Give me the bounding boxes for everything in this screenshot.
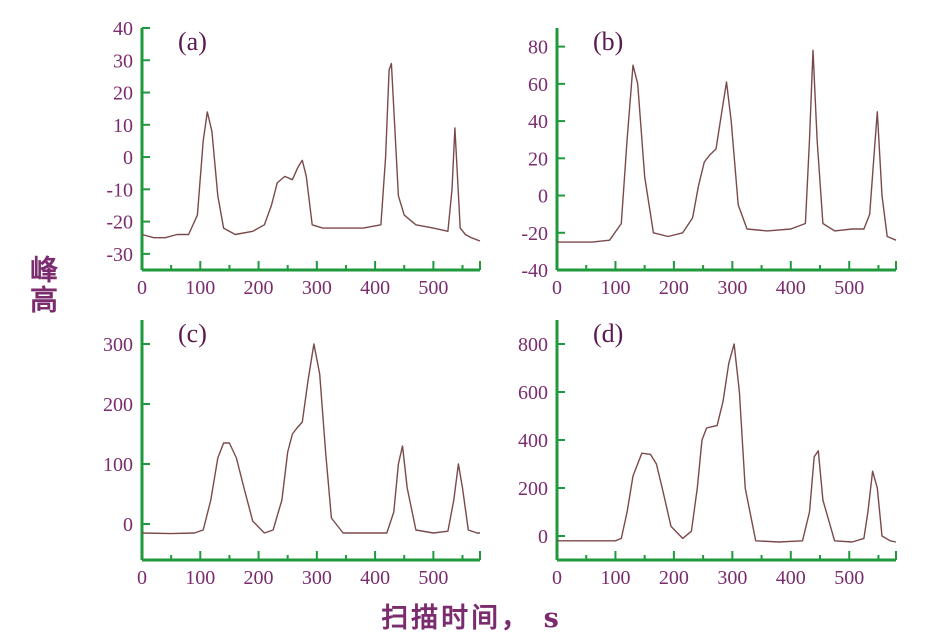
x-tick-label: 0 bbox=[552, 567, 562, 589]
y-tick-label: 40 bbox=[528, 111, 548, 133]
y-tick-label: 20 bbox=[528, 148, 548, 170]
x-tick-label: 400 bbox=[776, 277, 806, 299]
panel-label: (d) bbox=[593, 319, 623, 348]
y-tick-label: 400 bbox=[518, 430, 548, 452]
y-tick-label: 200 bbox=[103, 394, 133, 416]
x-tick-label: 300 bbox=[717, 277, 747, 299]
y-tick-label: 30 bbox=[113, 50, 133, 72]
x-tick-label: 500 bbox=[418, 277, 448, 299]
x-tick-label: 200 bbox=[659, 277, 689, 299]
y-tick-label: 10 bbox=[113, 115, 133, 137]
panel-4: 800 600 400 200 00 100 200 300 400 500 (d) bbox=[518, 319, 897, 589]
y-tick-label: 600 bbox=[518, 382, 548, 404]
x-tick-label: 400 bbox=[360, 567, 390, 589]
x-tick-label: 400 bbox=[776, 567, 806, 589]
series-line bbox=[557, 49, 897, 243]
x-tick-label: 100 bbox=[185, 567, 215, 589]
x-tick-label: 200 bbox=[244, 567, 274, 589]
y-tick-label: 0 bbox=[538, 186, 548, 208]
y-tick-label: 20 bbox=[113, 83, 133, 105]
y-tick-label: 0 bbox=[538, 526, 548, 548]
y-tick-label: -30 bbox=[106, 244, 133, 266]
x-tick-label: 500 bbox=[834, 277, 864, 299]
x-tick-label: 0 bbox=[137, 567, 147, 589]
panel-label: (a) bbox=[178, 27, 207, 56]
x-tick-label: 0 bbox=[552, 277, 562, 299]
y-tick-label: 80 bbox=[528, 37, 548, 59]
y-tick-label: 100 bbox=[103, 454, 133, 476]
x-tick-label: 200 bbox=[659, 567, 689, 589]
x-tick-label: 100 bbox=[600, 277, 630, 299]
x-tick-label: 500 bbox=[834, 567, 864, 589]
panel-label: (b) bbox=[593, 27, 623, 56]
x-tick-label: 500 bbox=[418, 567, 448, 589]
y-tick-label: 300 bbox=[103, 334, 133, 356]
y-tick-label: -20 bbox=[106, 212, 133, 234]
y-tick-label: -10 bbox=[106, 179, 133, 201]
x-tick-label: 100 bbox=[185, 277, 215, 299]
x-tick-label: 100 bbox=[600, 567, 630, 589]
y-tick-label: -40 bbox=[521, 260, 548, 282]
y-tick-label: 60 bbox=[528, 74, 548, 96]
y-tick-label: 800 bbox=[518, 334, 548, 356]
y-tick-label: 40 bbox=[113, 18, 133, 40]
x-tick-label: 300 bbox=[302, 567, 332, 589]
x-tick-label: 400 bbox=[360, 277, 390, 299]
x-tick-label: 300 bbox=[717, 567, 747, 589]
y-tick-label: 0 bbox=[123, 514, 133, 536]
y-tick-label: 200 bbox=[518, 478, 548, 500]
y-axis-label: 峰高 bbox=[26, 255, 59, 315]
panel-label: (c) bbox=[178, 319, 207, 348]
x-tick-label: 0 bbox=[137, 277, 147, 299]
y-tick-label: -20 bbox=[521, 223, 548, 245]
x-axis-label: 扫描时间， s bbox=[381, 603, 562, 634]
y-tick-label: 0 bbox=[123, 147, 133, 169]
series-line bbox=[141, 343, 480, 535]
series-line bbox=[141, 62, 481, 242]
panel-3: 300 200 100 0 0 100 200 300 400 500 (c) bbox=[103, 319, 481, 589]
series-line bbox=[557, 343, 897, 543]
x-tick-label: 300 bbox=[302, 277, 332, 299]
x-tick-label: 200 bbox=[244, 277, 274, 299]
